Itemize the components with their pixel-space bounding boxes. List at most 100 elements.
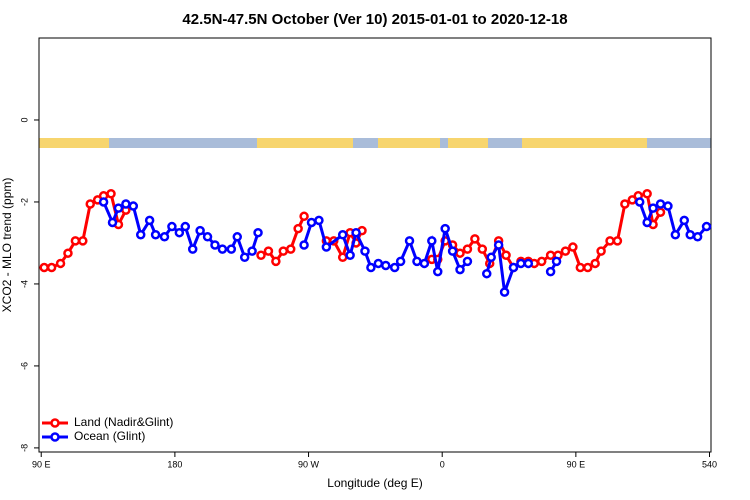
point — [516, 258, 526, 269]
x-tick-label: 540 — [702, 459, 717, 469]
point — [648, 203, 658, 213]
point — [195, 225, 205, 236]
legend-label: Land (Nadir&Glint) — [74, 415, 173, 429]
point — [545, 266, 556, 277]
point — [285, 244, 296, 254]
land-strip — [257, 138, 353, 148]
point — [642, 217, 652, 228]
point — [663, 201, 673, 211]
point — [612, 236, 623, 246]
point — [135, 230, 146, 240]
point — [523, 258, 534, 269]
x-tick-label: 180 — [167, 459, 182, 469]
point — [128, 201, 139, 211]
point — [107, 217, 118, 228]
y-axis-label: XCO2 - MLO trend (ppm) — [0, 178, 14, 313]
point — [217, 244, 228, 254]
point — [568, 242, 578, 252]
point — [337, 252, 348, 263]
point — [85, 199, 95, 209]
point — [670, 230, 681, 240]
point — [470, 234, 480, 244]
point — [263, 246, 274, 256]
point — [605, 236, 615, 246]
land-strip — [522, 138, 647, 148]
chart-title: 42.5N-47.5N October (Ver 10) 2015-01-01 … — [182, 11, 567, 28]
x-tick-label: 0 — [440, 459, 445, 469]
point — [455, 248, 465, 258]
point — [455, 264, 465, 275]
point — [655, 207, 666, 217]
point — [551, 256, 562, 267]
point — [634, 197, 645, 207]
point — [575, 262, 586, 273]
point — [582, 262, 593, 273]
point — [159, 232, 170, 242]
point — [440, 223, 450, 234]
ocean-strip — [39, 138, 711, 148]
point — [113, 203, 124, 213]
point — [462, 256, 473, 267]
point — [381, 260, 391, 271]
point — [692, 232, 703, 242]
point — [314, 215, 324, 226]
point — [299, 211, 309, 222]
point — [395, 256, 406, 267]
point — [360, 246, 370, 256]
point — [642, 189, 652, 199]
legend-label: Ocean (Glint) — [74, 429, 145, 443]
point — [508, 262, 519, 273]
point — [477, 244, 488, 254]
y-tick-label: -4 — [19, 280, 29, 288]
y-tick-label: -2 — [19, 198, 29, 206]
point — [299, 240, 309, 250]
point — [202, 232, 213, 242]
point — [486, 252, 496, 263]
point — [373, 258, 384, 269]
point — [462, 244, 473, 254]
point — [226, 244, 237, 254]
point — [447, 246, 458, 256]
point — [70, 236, 81, 246]
point — [432, 266, 443, 277]
point — [536, 256, 547, 267]
point — [679, 215, 690, 226]
point — [253, 227, 263, 238]
point — [98, 197, 109, 207]
x-tick-label: 90 W — [298, 459, 320, 469]
point — [501, 250, 511, 260]
point — [144, 215, 155, 226]
point — [239, 252, 250, 263]
point — [55, 258, 66, 269]
point — [351, 227, 361, 238]
point — [174, 227, 185, 238]
y-tick-label: -6 — [19, 362, 29, 370]
point — [493, 240, 504, 250]
point — [63, 248, 73, 258]
point — [271, 256, 281, 267]
point — [545, 250, 556, 260]
land-strip — [448, 138, 488, 148]
land-strip — [39, 138, 109, 148]
point — [590, 258, 600, 269]
point — [404, 236, 415, 246]
x-tick-label: 90 E — [32, 459, 51, 469]
point — [419, 258, 430, 269]
point — [187, 244, 198, 254]
point — [427, 236, 437, 246]
point — [655, 199, 666, 209]
y-tick-label: 0 — [19, 117, 29, 122]
x-axis-label: Longitude (deg E) — [327, 476, 422, 490]
point — [412, 256, 422, 267]
point — [232, 232, 243, 242]
point — [389, 262, 400, 273]
legend-marker — [50, 432, 60, 442]
point — [345, 250, 355, 260]
point — [180, 221, 191, 232]
plot-frame — [38, 37, 712, 453]
y-tick-label: -8 — [19, 444, 29, 452]
point — [596, 246, 606, 256]
point — [247, 246, 257, 256]
land-ocean-strip — [39, 138, 711, 148]
point — [560, 246, 571, 256]
